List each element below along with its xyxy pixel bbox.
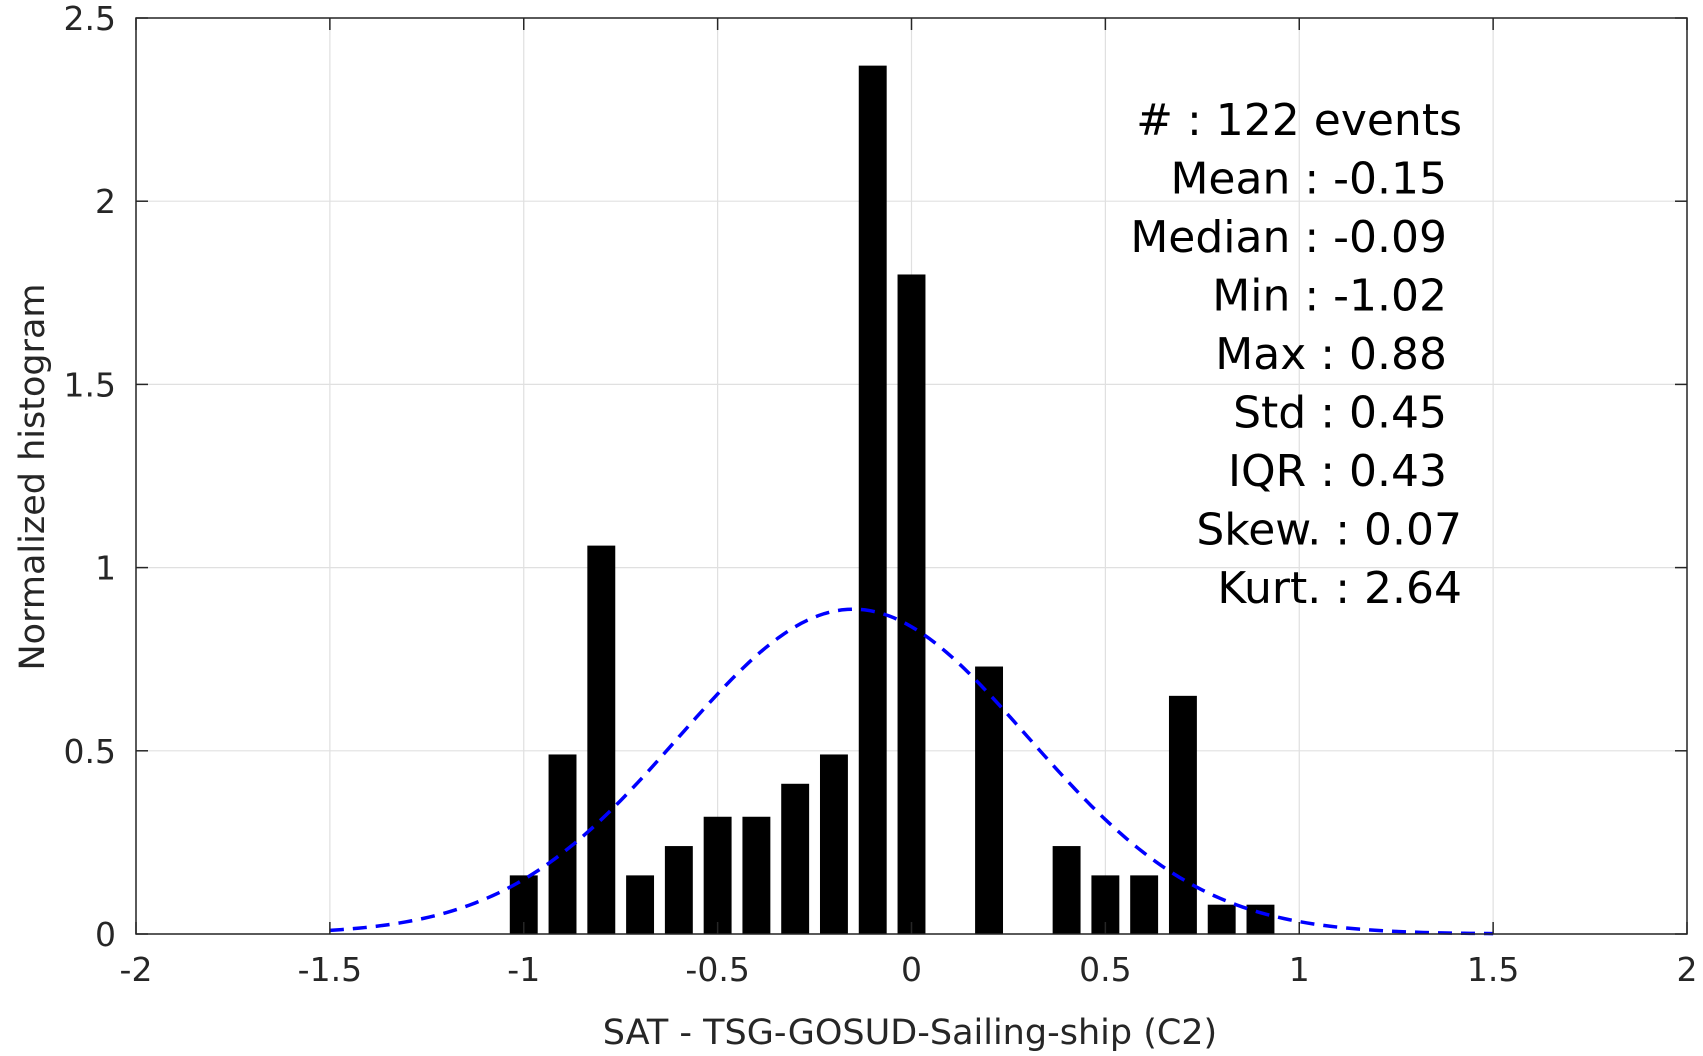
- stat-line: # : 122 events: [1136, 95, 1462, 146]
- stat-value: : 0.07: [1335, 505, 1462, 556]
- histogram-bar: [626, 875, 655, 934]
- x-tick-label: 2: [1677, 950, 1698, 989]
- x-tick-label: -1.5: [298, 950, 362, 989]
- stat-value: : 0.45: [1320, 388, 1447, 439]
- stat-label: Mean: [1170, 154, 1304, 205]
- stat-label: Skew.: [1196, 505, 1335, 556]
- y-tick-label: 2: [95, 182, 116, 221]
- stat-line: IQR : 0.43: [1228, 446, 1447, 497]
- x-tick-label: 1: [1289, 950, 1310, 989]
- stat-value: : 2.64: [1335, 563, 1462, 614]
- stat-value: : -0.09: [1304, 212, 1447, 263]
- x-tick-label: 0.5: [1079, 950, 1131, 989]
- y-tick-label: 1: [95, 549, 116, 588]
- stat-label: Kurt.: [1217, 563, 1335, 614]
- stat-value: : 122 events: [1187, 95, 1462, 146]
- stat-line: Max : 0.88: [1215, 329, 1447, 380]
- y-tick-label: 0: [95, 915, 116, 954]
- stat-line: Mean : -0.15: [1170, 154, 1447, 205]
- y-tick-label: 1.5: [64, 365, 116, 404]
- histogram-bar: [858, 65, 887, 934]
- histogram-bar: [1052, 846, 1081, 934]
- stat-label: Std: [1233, 388, 1320, 439]
- x-tick-labels: -2 -1.5 -1 -0.5 0 0.5 1 1.5 2: [120, 950, 1698, 989]
- stat-label: Min: [1212, 271, 1304, 322]
- y-tick-label: 2.5: [64, 0, 116, 38]
- plot-frame: [135, 17, 1688, 935]
- axes-frame: [135, 17, 1688, 935]
- stat-value: : -1.02: [1304, 271, 1447, 322]
- histogram-bar: [897, 274, 926, 935]
- x-tick-label: 0: [901, 950, 922, 989]
- stat-line: Kurt. : 2.64: [1217, 563, 1462, 614]
- histogram-bar: [587, 545, 616, 934]
- histogram-bar: [703, 816, 732, 934]
- histogram-bar: [1246, 904, 1275, 934]
- histogram-bar: [1207, 904, 1236, 934]
- y-tick-label: 0.5: [64, 732, 116, 771]
- histogram-bar: [664, 846, 693, 934]
- histogram-bar: [1168, 695, 1197, 934]
- y-axis-label: Normalized histogram: [13, 283, 53, 670]
- histogram-bar: [819, 754, 848, 934]
- stat-value: : 0.88: [1320, 329, 1447, 380]
- histogram-bar: [975, 666, 1004, 934]
- x-tick-label: -1: [507, 950, 540, 989]
- histogram-bar: [742, 816, 771, 934]
- y-tick-labels: 0 0.5 1 1.5 2 2.5: [64, 0, 116, 954]
- x-tick-label: -2: [120, 950, 153, 989]
- normal-fit-curve: [329, 607, 1494, 936]
- histogram-bar: [1130, 875, 1159, 934]
- stat-label: IQR: [1228, 446, 1320, 497]
- stat-value: : -0.15: [1304, 154, 1447, 205]
- histogram-bar: [781, 783, 810, 934]
- stat-line: Std : 0.45: [1233, 388, 1447, 439]
- stat-label: Max: [1215, 329, 1320, 380]
- stat-label: Median: [1130, 212, 1304, 263]
- x-tick-label: -0.5: [685, 950, 749, 989]
- histogram-bars: [509, 65, 1275, 935]
- stat-label: #: [1136, 95, 1187, 146]
- stat-line: Min : -1.02: [1212, 271, 1447, 322]
- stat-line: Skew. : 0.07: [1196, 505, 1462, 556]
- x-tick-label: 1.5: [1467, 950, 1519, 989]
- x-axis-label: SAT - TSG-GOSUD-Sailing-ship (C2): [603, 1013, 1217, 1053]
- stat-value: : 0.43: [1320, 446, 1447, 497]
- stat-line: Median : -0.09: [1130, 212, 1447, 263]
